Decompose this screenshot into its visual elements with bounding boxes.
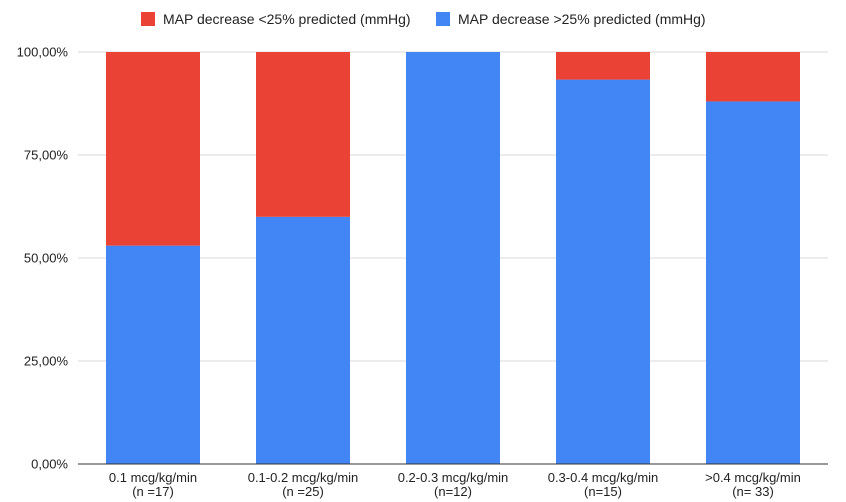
bar-segment	[706, 52, 800, 101]
bar-segment	[106, 246, 200, 464]
x-category-label: 0.3-0.4 mcg/kg/min	[548, 470, 659, 485]
y-tick-label: 25,00%	[24, 354, 69, 369]
legend: MAP decrease <25% predicted (mmHg) MAP de…	[141, 11, 706, 27]
x-category-label: (n=12)	[434, 484, 472, 499]
bar-segment	[706, 101, 800, 464]
bar-segment	[256, 217, 350, 464]
legend-label: MAP decrease >25% predicted (mmHg)	[458, 11, 706, 27]
x-axis-category-labels: 0.1 mcg/kg/min(n =17)0.1-0.2 mcg/kg/min(…	[109, 470, 801, 499]
x-category-label: 0.2-0.3 mcg/kg/min	[398, 470, 509, 485]
x-category-label: (n =17)	[132, 484, 174, 499]
bar-segment	[556, 80, 650, 464]
x-category-label: >0.4 mcg/kg/min	[705, 470, 801, 485]
x-category-label: 0.1-0.2 mcg/kg/min	[248, 470, 359, 485]
x-category-label: 0.1 mcg/kg/min	[109, 470, 197, 485]
y-tick-label: 75,00%	[24, 148, 69, 163]
x-category-label: (n =25)	[282, 484, 324, 499]
bar-segment	[556, 52, 650, 80]
y-tick-label: 100,00%	[17, 45, 69, 60]
y-axis-tick-labels: 0,00% 25,00% 50,00% 75,00% 100,00%	[17, 45, 69, 472]
x-category-label: (n= 33)	[732, 484, 774, 499]
legend-swatch	[141, 12, 155, 26]
bar-segment	[406, 52, 500, 464]
legend-label: MAP decrease <25% predicted (mmHg)	[163, 11, 411, 27]
bar-segment	[256, 52, 350, 217]
x-category-label: (n=15)	[584, 484, 622, 499]
legend-swatch	[436, 12, 450, 26]
y-tick-label: 50,00%	[24, 251, 69, 266]
y-tick-label: 0,00%	[31, 457, 68, 472]
bar-segment	[106, 52, 200, 246]
